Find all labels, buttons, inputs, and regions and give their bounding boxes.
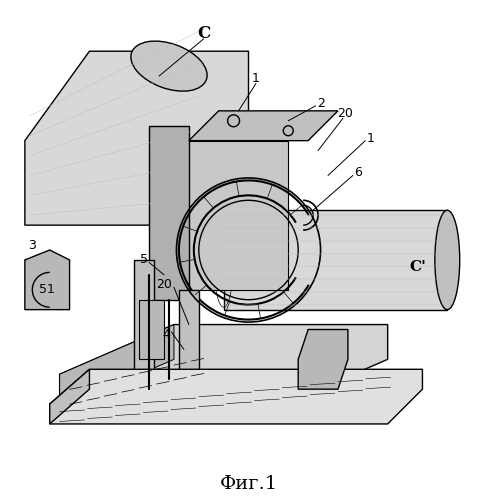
Polygon shape: [50, 370, 89, 424]
Text: C': C': [409, 260, 426, 274]
Polygon shape: [25, 51, 248, 225]
Text: 1: 1: [366, 132, 374, 144]
Text: Фиг.1: Фиг.1: [220, 474, 277, 492]
Polygon shape: [149, 126, 189, 300]
Polygon shape: [139, 300, 164, 360]
Ellipse shape: [131, 41, 207, 91]
Polygon shape: [60, 324, 388, 409]
Polygon shape: [25, 250, 70, 310]
Polygon shape: [224, 210, 447, 310]
Polygon shape: [298, 330, 348, 389]
Text: 6: 6: [354, 166, 362, 179]
Polygon shape: [174, 140, 288, 290]
Text: 20: 20: [156, 278, 172, 291]
Polygon shape: [189, 111, 338, 140]
Polygon shape: [60, 324, 174, 409]
Text: 3: 3: [28, 238, 36, 252]
Text: 51: 51: [39, 284, 55, 296]
Polygon shape: [179, 290, 199, 374]
Text: 5: 5: [140, 254, 148, 266]
Polygon shape: [134, 260, 154, 389]
Ellipse shape: [435, 210, 460, 310]
Text: 4: 4: [163, 328, 170, 341]
Text: 2: 2: [317, 97, 325, 110]
Text: 20: 20: [337, 107, 353, 120]
Text: C: C: [197, 26, 210, 42]
Polygon shape: [50, 370, 422, 424]
Text: 1: 1: [252, 72, 260, 85]
